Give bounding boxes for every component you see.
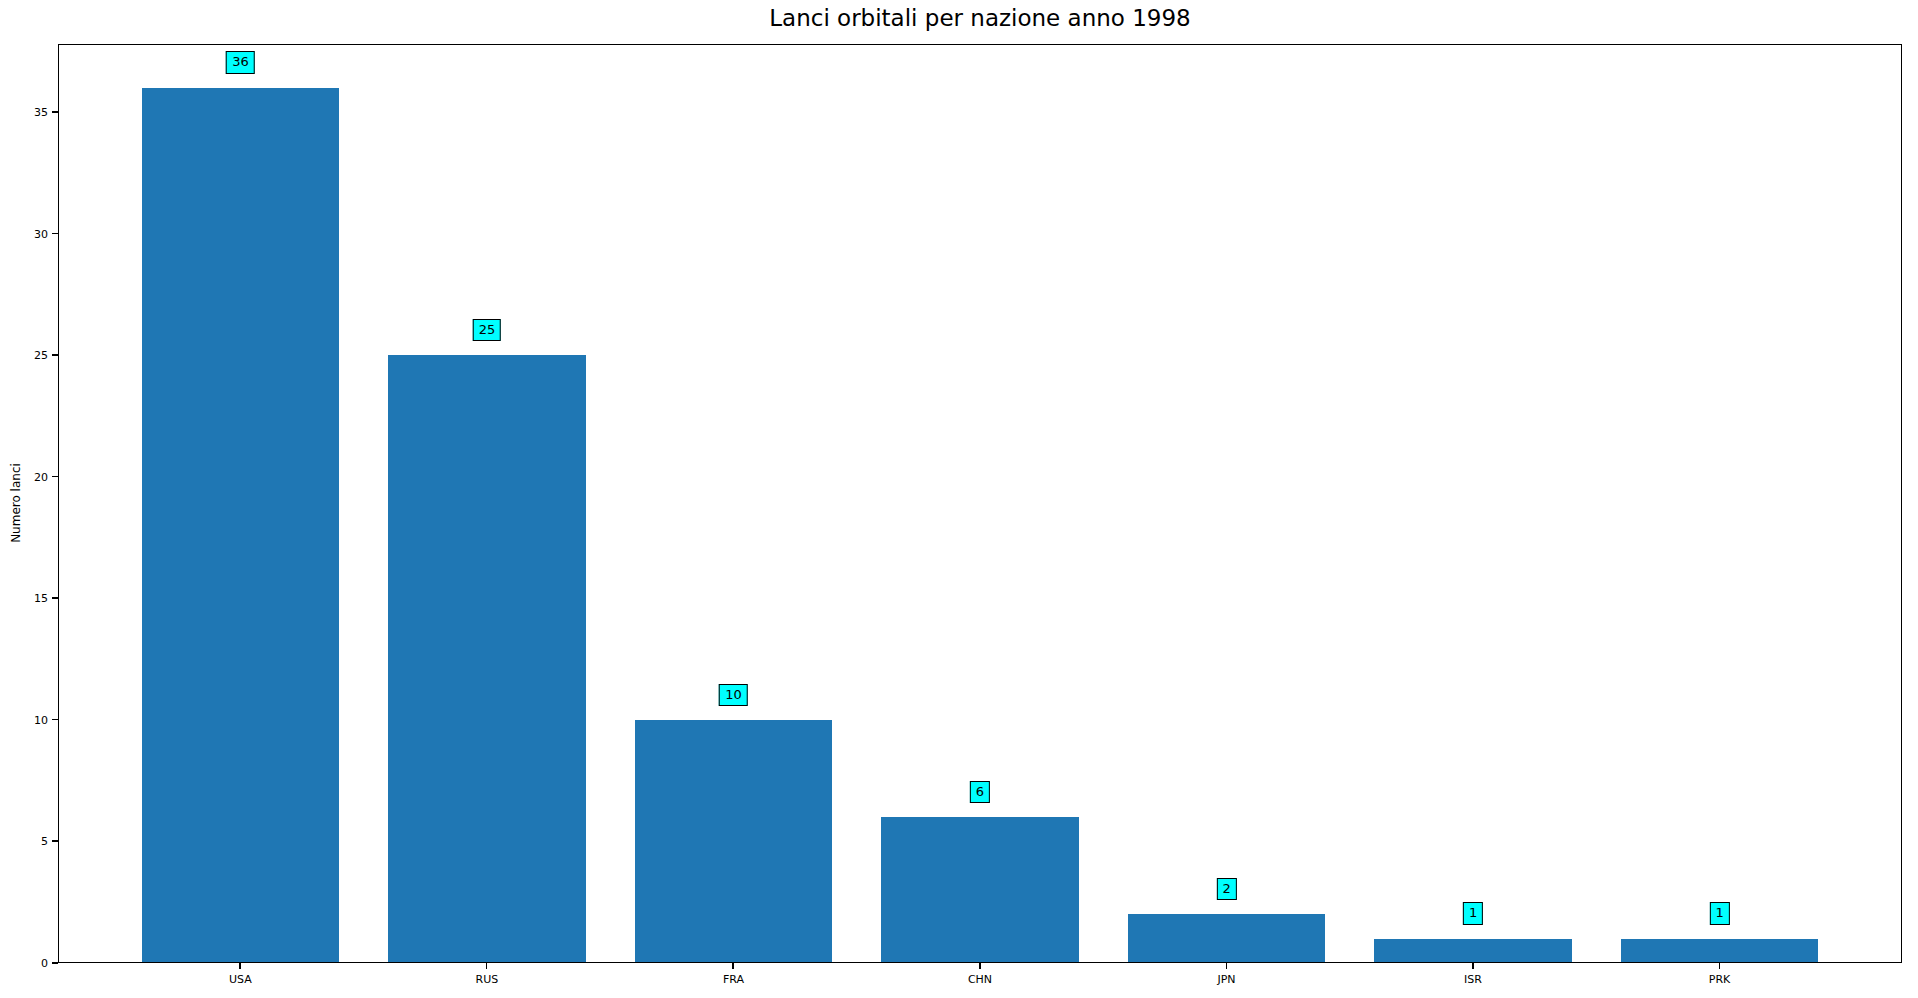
y-tick bbox=[52, 840, 58, 842]
y-tick bbox=[52, 597, 58, 599]
x-tick-label: CHN bbox=[968, 973, 992, 986]
bar-value-label: 2 bbox=[1216, 878, 1236, 900]
bar bbox=[388, 355, 585, 963]
y-axis-label: Numero lanci bbox=[9, 463, 23, 543]
x-tick-label: RUS bbox=[476, 973, 499, 986]
x-tick bbox=[486, 963, 488, 969]
bar bbox=[142, 88, 339, 963]
y-tick-label: 0 bbox=[41, 957, 48, 970]
y-tick bbox=[52, 719, 58, 721]
x-tick-label: PRK bbox=[1709, 973, 1731, 986]
x-tick bbox=[979, 963, 981, 969]
plot-area: 36USA25RUS10FRA6CHN2JPN1ISR1PRK051015202… bbox=[58, 44, 1902, 963]
figure: Lanci orbitali per nazione anno 1998 Num… bbox=[0, 0, 1918, 998]
bar-value-label: 6 bbox=[970, 781, 990, 803]
y-tick-label: 25 bbox=[34, 349, 48, 362]
bar bbox=[635, 720, 832, 963]
x-tick bbox=[1226, 963, 1228, 969]
x-tick-label: ISR bbox=[1464, 973, 1482, 986]
x-tick-label: JPN bbox=[1217, 973, 1235, 986]
y-tick bbox=[52, 476, 58, 478]
bar bbox=[881, 817, 1078, 963]
x-tick bbox=[239, 963, 241, 969]
y-tick-label: 5 bbox=[41, 835, 48, 848]
y-tick-label: 10 bbox=[34, 713, 48, 726]
x-tick-label: USA bbox=[229, 973, 252, 986]
bar bbox=[1374, 939, 1571, 963]
chart-title: Lanci orbitali per nazione anno 1998 bbox=[58, 5, 1902, 33]
bar bbox=[1128, 914, 1325, 963]
bar-value-label: 25 bbox=[473, 319, 502, 341]
bar bbox=[1621, 939, 1818, 963]
y-tick-label: 15 bbox=[34, 592, 48, 605]
bar-value-label: 1 bbox=[1463, 902, 1483, 924]
x-tick bbox=[732, 963, 734, 969]
x-tick bbox=[1472, 963, 1474, 969]
y-tick bbox=[52, 354, 58, 356]
y-tick bbox=[52, 111, 58, 113]
y-tick-label: 35 bbox=[34, 106, 48, 119]
y-tick-label: 20 bbox=[34, 470, 48, 483]
bar-value-label: 10 bbox=[719, 684, 748, 706]
y-tick bbox=[52, 962, 58, 964]
bar-value-label: 36 bbox=[226, 51, 255, 73]
y-tick bbox=[52, 233, 58, 235]
bar-value-label: 1 bbox=[1709, 902, 1729, 924]
x-tick-label: FRA bbox=[723, 973, 744, 986]
y-tick-label: 30 bbox=[34, 227, 48, 240]
x-tick bbox=[1719, 963, 1721, 969]
